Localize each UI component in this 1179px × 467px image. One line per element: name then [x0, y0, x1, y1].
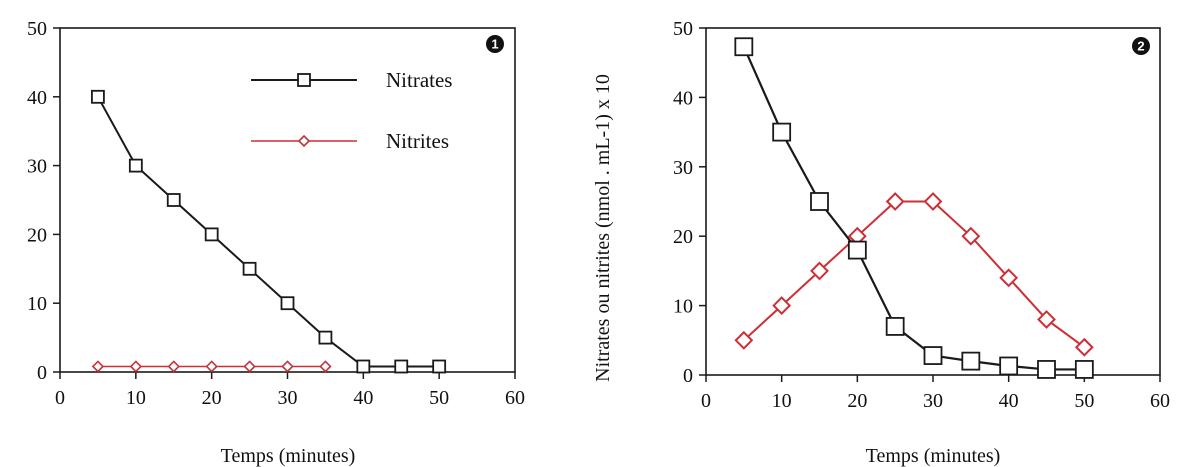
x-tick-label: 20: [202, 387, 222, 409]
legend-marker-nitrates: [297, 73, 311, 87]
data-point-nitrates: [432, 359, 447, 374]
data-point-nitrites: [319, 360, 332, 373]
x-tick-label: 10: [772, 390, 792, 412]
series-group: [91, 89, 447, 374]
data-point-nitrates: [318, 330, 333, 345]
legend-label-nitrites: Nitrites: [386, 129, 449, 153]
data-point-nitrites: [167, 360, 180, 373]
y-tick-label: 0: [683, 365, 693, 387]
y-tick-label: 0: [37, 362, 47, 384]
data-point-nitrates: [923, 346, 943, 365]
data-point-nitrites: [923, 192, 943, 211]
x-tick-label: 30: [923, 390, 943, 412]
series-line-nitrates: [742, 46, 1085, 371]
y-axis-ticks: 0 10 20 30 40 50: [27, 18, 60, 384]
panel-badge-1-label: 1: [491, 37, 498, 52]
data-point-nitrites: [281, 360, 294, 373]
y-tick-label: 10: [27, 293, 47, 315]
x-axis-title: Temps (minutes): [866, 445, 1001, 467]
data-point-nitrates: [166, 193, 181, 207]
data-point-nitrates: [772, 122, 792, 142]
data-point-nitrates: [734, 37, 754, 57]
legend: Nitrates Nitrites: [251, 68, 452, 153]
data-point-nitrates: [394, 359, 409, 374]
data-point-nitrites: [129, 360, 142, 373]
x-tick-label: 40: [353, 387, 373, 409]
data-point-nitrites: [810, 261, 829, 281]
x-axis-ticks: 0 10 20 30 40 50 60: [701, 375, 1170, 412]
data-point-nitrates: [356, 359, 371, 374]
data-point-nitrites: [91, 360, 105, 373]
data-point-nitrites: [961, 226, 981, 246]
data-point-nitrates: [91, 89, 105, 104]
legend-marker-nitrites: [297, 134, 311, 148]
data-point-nitrites: [734, 330, 754, 350]
data-point-nitrates: [847, 240, 867, 260]
y-tick-label: 10: [673, 296, 693, 318]
panel-badge-2: [1132, 37, 1150, 55]
x-tick-label: 50: [1074, 390, 1094, 412]
y-tick-label: 30: [27, 156, 47, 178]
data-point-nitrates: [810, 192, 829, 211]
chart-panel-1: 0 10 20 30 40 50 60 0 10 20 30 40 50 Temps (minutes…: [27, 18, 525, 467]
data-point-nitrates: [999, 356, 1019, 376]
data-point-nitrites: [243, 360, 256, 373]
data-point-nitrates: [885, 317, 905, 336]
data-point-nitrates: [242, 261, 257, 276]
chart-panel-2: 0 10 20 30 40 50 60 0 10 20 30 40 50 Temps (minutes…: [673, 18, 1170, 467]
y-tick-label: 40: [27, 87, 47, 109]
series-line-nitrites: [743, 200, 1085, 349]
panel-badge-2-label: 2: [1137, 39, 1144, 54]
data-point-nitrates: [128, 158, 143, 173]
series-group: [734, 37, 1094, 379]
x-axis-title: Temps (minutes): [221, 445, 356, 467]
x-tick-label: 40: [999, 390, 1019, 412]
data-point-nitrites: [205, 360, 218, 373]
x-tick-label: 30: [278, 387, 298, 409]
data-point-nitrites: [772, 296, 792, 316]
y-tick-label: 30: [673, 157, 693, 179]
x-axis-ticks: 0 10 20 30 40 50 60: [55, 372, 525, 409]
data-point-nitrites: [885, 192, 905, 211]
x-tick-label: 50: [429, 387, 449, 409]
x-tick-label: 10: [126, 387, 146, 409]
data-point-nitrites: [999, 268, 1019, 288]
y-axis-title: Nitrates ou nitrites (nmol . mL-1) x 10: [592, 74, 614, 382]
data-point-nitrites: [1037, 310, 1056, 329]
data-point-nitrates: [1074, 360, 1094, 379]
x-tick-label: 0: [55, 387, 65, 409]
x-tick-label: 20: [847, 390, 867, 412]
series-line-nitrates: [97, 96, 440, 368]
legend-label-nitrates: Nitrates: [386, 68, 452, 92]
data-point-nitrites: [1074, 337, 1094, 357]
data-point-nitrates: [204, 227, 219, 242]
y-tick-label: 50: [27, 18, 47, 40]
x-tick-label: 60: [505, 387, 525, 409]
data-point-nitrates: [1037, 360, 1056, 379]
panel-badge-1: [486, 35, 504, 53]
x-tick-label: 0: [701, 390, 711, 412]
data-point-nitrates: [961, 351, 981, 371]
x-tick-label: 60: [1150, 390, 1170, 412]
y-tick-label: 50: [673, 18, 693, 40]
y-tick-label: 20: [673, 226, 693, 248]
data-point-nitrates: [280, 296, 295, 311]
y-tick-label: 20: [27, 224, 47, 246]
y-tick-label: 40: [673, 87, 693, 109]
y-axis-ticks: 0 10 20 30 40 50: [673, 18, 706, 387]
